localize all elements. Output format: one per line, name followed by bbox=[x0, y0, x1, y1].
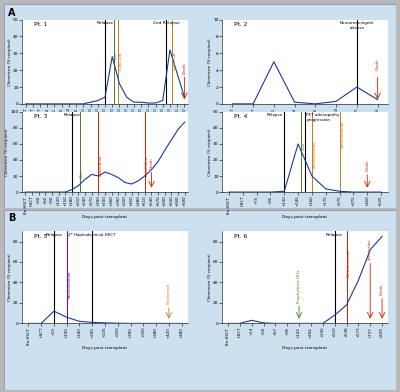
Text: Relapse: Relapse bbox=[326, 233, 343, 237]
X-axis label: Days post transplant: Days post transplant bbox=[82, 346, 128, 350]
X-axis label: Days post transplant: Days post transplant bbox=[282, 215, 328, 219]
Text: DLIs: DLIs bbox=[80, 169, 84, 178]
Text: 2º Haploidentical-HSCT: 2º Haploidentical-HSCT bbox=[68, 233, 116, 237]
Y-axis label: Chimerism (% recipient): Chimerism (% recipient) bbox=[5, 128, 9, 176]
Text: DLIs: DLIs bbox=[302, 142, 306, 150]
Text: Death: Death bbox=[150, 158, 154, 169]
Text: Pt. 5: Pt. 5 bbox=[34, 234, 47, 239]
Text: Brentuxiamab: Brentuxiamab bbox=[313, 140, 317, 168]
Text: DLIs: DLIs bbox=[114, 52, 118, 60]
Text: Pt. 6: Pt. 6 bbox=[234, 234, 247, 239]
Text: Death: Death bbox=[182, 62, 186, 74]
X-axis label: Days post transplant: Days post transplant bbox=[282, 346, 328, 350]
Y-axis label: Chimerism (% recipient): Chimerism (% recipient) bbox=[208, 128, 212, 176]
Text: Venetoclax: Venetoclax bbox=[368, 239, 372, 260]
Text: FLAG-IDA: FLAG-IDA bbox=[172, 52, 176, 70]
Y-axis label: Chimerism (% recipient): Chimerism (% recipient) bbox=[208, 254, 212, 301]
X-axis label: Days post transplant: Days post transplant bbox=[282, 127, 328, 131]
X-axis label: Days post transplant: Days post transplant bbox=[82, 127, 128, 131]
Text: Pt. 3: Pt. 3 bbox=[34, 114, 47, 119]
Text: PET adenopathy
progression: PET adenopathy progression bbox=[306, 113, 340, 122]
Text: Pt. 4: Pt. 4 bbox=[234, 114, 247, 119]
Text: Prophylactic DLIs: Prophylactic DLIs bbox=[297, 269, 301, 303]
Text: Nivolumab: Nivolumab bbox=[167, 283, 171, 305]
Y-axis label: Chimerism (% recipient): Chimerism (% recipient) bbox=[8, 38, 12, 85]
Text: FLAG-IDA: FLAG-IDA bbox=[118, 52, 122, 70]
Text: B: B bbox=[8, 213, 15, 223]
Text: Death: Death bbox=[365, 160, 369, 171]
Y-axis label: Chimerism (% recipient): Chimerism (% recipient) bbox=[208, 38, 212, 85]
Text: Daratumumab: Daratumumab bbox=[347, 249, 351, 278]
Text: 2nd Relapse: 2nd Relapse bbox=[153, 21, 180, 25]
Text: Relapse: Relapse bbox=[96, 21, 114, 25]
Y-axis label: Chimerism (% recipient): Chimerism (% recipient) bbox=[8, 254, 12, 301]
Text: Death: Death bbox=[380, 283, 384, 295]
Text: Neuromeningeal
relapse: Neuromeningeal relapse bbox=[340, 21, 374, 30]
Text: Azacitidine: Azacitidine bbox=[145, 154, 149, 176]
X-axis label: Days post transplant: Days post transplant bbox=[82, 215, 128, 219]
Text: Relapse: Relapse bbox=[45, 233, 62, 237]
Text: Relapse: Relapse bbox=[267, 113, 283, 117]
Text: Brentuxiamab: Brentuxiamab bbox=[67, 270, 71, 298]
Text: A: A bbox=[8, 8, 16, 18]
Text: Relapse: Relapse bbox=[63, 113, 80, 117]
Text: Brentuxiamab: Brentuxiamab bbox=[340, 120, 344, 148]
Text: Death: Death bbox=[376, 58, 380, 70]
Text: Pt. 2: Pt. 2 bbox=[234, 22, 247, 27]
Text: Azacitidine: Azacitidine bbox=[99, 154, 103, 176]
Text: Pt. 1: Pt. 1 bbox=[34, 22, 47, 27]
